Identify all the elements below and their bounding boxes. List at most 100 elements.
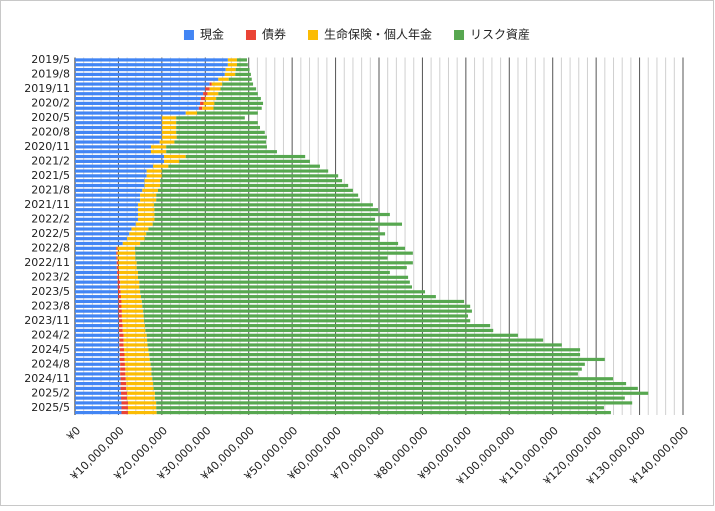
bar-segment bbox=[75, 338, 120, 342]
y-tick-label: 2025/2 bbox=[31, 386, 70, 399]
bar-segment bbox=[119, 338, 124, 342]
bar-segment bbox=[117, 290, 121, 294]
bar-segment bbox=[75, 348, 120, 352]
bar-segment bbox=[118, 266, 137, 270]
bar-segment bbox=[75, 67, 226, 72]
bar-segment bbox=[143, 314, 469, 318]
bar-segment bbox=[118, 314, 122, 318]
bar-segment bbox=[119, 353, 125, 357]
y-tick-label: 2020/2 bbox=[31, 96, 70, 109]
bar-segment bbox=[205, 87, 210, 91]
bar-segment bbox=[127, 410, 157, 415]
bar-segment bbox=[124, 357, 150, 362]
bar-segment bbox=[75, 77, 219, 81]
bar-segment bbox=[75, 203, 138, 207]
bar-segment bbox=[209, 87, 221, 91]
bar-segment bbox=[127, 396, 155, 400]
bar-segment bbox=[148, 348, 581, 352]
bar-segment bbox=[125, 372, 152, 376]
bar-segment bbox=[150, 362, 585, 366]
bar-segment bbox=[120, 362, 125, 366]
y-tick-label: 2020/5 bbox=[31, 111, 70, 124]
bar-segment bbox=[144, 324, 491, 328]
bar-segment bbox=[75, 256, 117, 260]
bar-segment bbox=[152, 222, 403, 226]
legend-swatch bbox=[183, 30, 194, 40]
bar-segment bbox=[75, 72, 225, 77]
bar-segment bbox=[75, 353, 120, 357]
bar-segment bbox=[123, 338, 148, 342]
bar-segment bbox=[124, 353, 150, 357]
bar-segment bbox=[147, 343, 562, 347]
bar-segment bbox=[161, 125, 177, 130]
bar-segment bbox=[136, 261, 413, 265]
bar-segment bbox=[136, 266, 407, 270]
bar-segment bbox=[121, 295, 142, 299]
bar-segment bbox=[75, 188, 143, 192]
bar-segment bbox=[75, 246, 117, 250]
bar-segment bbox=[118, 319, 123, 323]
bar-segment bbox=[75, 232, 130, 236]
bar-segment bbox=[75, 159, 165, 163]
bar-segment bbox=[160, 179, 343, 183]
bar-segment bbox=[75, 116, 162, 120]
bar-segment bbox=[140, 193, 157, 197]
bar-segment bbox=[75, 362, 121, 366]
bar-segment bbox=[151, 150, 167, 154]
bar-segment bbox=[154, 208, 379, 212]
bar-segment bbox=[121, 304, 143, 308]
bar-segment bbox=[75, 92, 204, 96]
bar-segment bbox=[75, 261, 117, 265]
bar-segment bbox=[135, 256, 388, 260]
bar-segment bbox=[153, 381, 627, 386]
bar-segment bbox=[145, 328, 494, 333]
bar-segment bbox=[135, 222, 153, 226]
bar-segment bbox=[131, 227, 149, 231]
bar-segment bbox=[119, 333, 124, 337]
bar-segment bbox=[118, 309, 122, 313]
bar-segment bbox=[120, 367, 126, 371]
bar-segment bbox=[197, 111, 258, 115]
bar-segment bbox=[140, 241, 399, 246]
bar-segment bbox=[135, 251, 413, 255]
bar-segment bbox=[235, 67, 250, 72]
bar-segment bbox=[118, 328, 123, 333]
bar-segment bbox=[75, 381, 121, 386]
bar-segment bbox=[211, 82, 223, 86]
y-tick-label: 2022/11 bbox=[24, 256, 70, 269]
bar-segment bbox=[236, 58, 247, 62]
bar-segment bbox=[236, 63, 248, 67]
bar-segment bbox=[75, 357, 120, 362]
bar-segment bbox=[202, 106, 214, 110]
bar-segment bbox=[146, 232, 386, 236]
bar-segment bbox=[75, 212, 138, 217]
bar-segment bbox=[141, 295, 436, 299]
bar-segment bbox=[75, 290, 118, 294]
bar-segment bbox=[75, 343, 120, 347]
bar-segment bbox=[127, 391, 155, 395]
bar-segment bbox=[75, 111, 186, 115]
bar-segment bbox=[157, 188, 353, 192]
legend-label: 債券 bbox=[262, 27, 286, 42]
bar-segment bbox=[75, 154, 165, 159]
bar-segment bbox=[137, 275, 409, 279]
bar-segment bbox=[140, 198, 157, 202]
bar-segment bbox=[218, 77, 229, 81]
bar-segment bbox=[227, 63, 237, 67]
bar-segment bbox=[143, 309, 472, 313]
bar-segment bbox=[75, 237, 128, 241]
bar-segment bbox=[127, 237, 145, 241]
bar-segment bbox=[176, 121, 258, 125]
bar-segment bbox=[116, 251, 118, 255]
bar-segment bbox=[166, 145, 267, 149]
bar-segment bbox=[122, 241, 141, 246]
bar-segment bbox=[127, 406, 157, 410]
bar-segment bbox=[75, 266, 117, 270]
y-tick-label: 2021/2 bbox=[31, 154, 70, 167]
bar-segment bbox=[75, 183, 145, 188]
bar-segment bbox=[119, 348, 125, 352]
bar-segment bbox=[161, 121, 177, 125]
bar-segment bbox=[214, 101, 264, 105]
bar-segment bbox=[75, 391, 122, 395]
bar-segment bbox=[75, 58, 228, 62]
